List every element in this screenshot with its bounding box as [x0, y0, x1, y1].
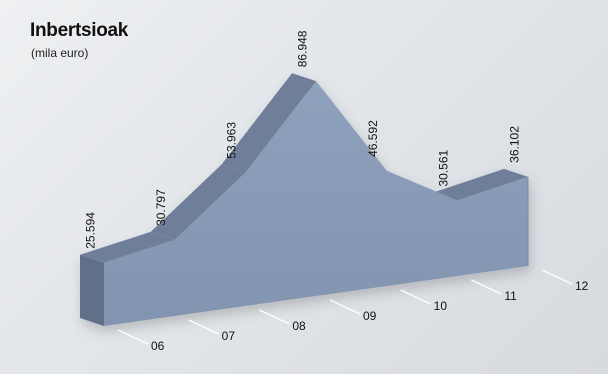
x-tick-line	[188, 319, 219, 335]
x-tick-label: 08	[292, 319, 306, 333]
value-label: 30.561	[437, 149, 451, 186]
x-tick-line	[400, 289, 431, 305]
area-top-segment-11	[433, 168, 528, 201]
x-tick-label: 09	[363, 309, 377, 323]
x-tick-line	[471, 279, 502, 295]
area-top-segment-06	[80, 231, 175, 263]
area-side-face	[80, 254, 104, 326]
area-top-segment-08	[221, 73, 316, 173]
value-label: 53.963	[225, 122, 239, 159]
chart-subtitle: (mila euro)	[31, 46, 89, 60]
value-label: 30.797	[154, 189, 168, 226]
x-tick-label: 06	[151, 339, 165, 353]
value-label: 25.594	[83, 212, 97, 249]
x-tick-line	[329, 299, 361, 315]
x-tick-label: 10	[434, 299, 448, 313]
area-top-segment-07	[150, 164, 246, 240]
x-tick-label: 12	[575, 279, 589, 293]
value-label: 46.592	[366, 120, 380, 157]
x-tick-line	[541, 269, 573, 285]
x-tick-line	[117, 329, 149, 345]
chart-title: Inbertsioak	[30, 20, 129, 41]
value-label: 86.948	[295, 30, 309, 67]
x-tick-label: 07	[222, 329, 236, 343]
area-front-face	[104, 81, 528, 327]
value-label: 36.102	[507, 126, 521, 163]
x-tick-label: 11	[504, 289, 517, 303]
x-tick-line	[259, 309, 290, 325]
